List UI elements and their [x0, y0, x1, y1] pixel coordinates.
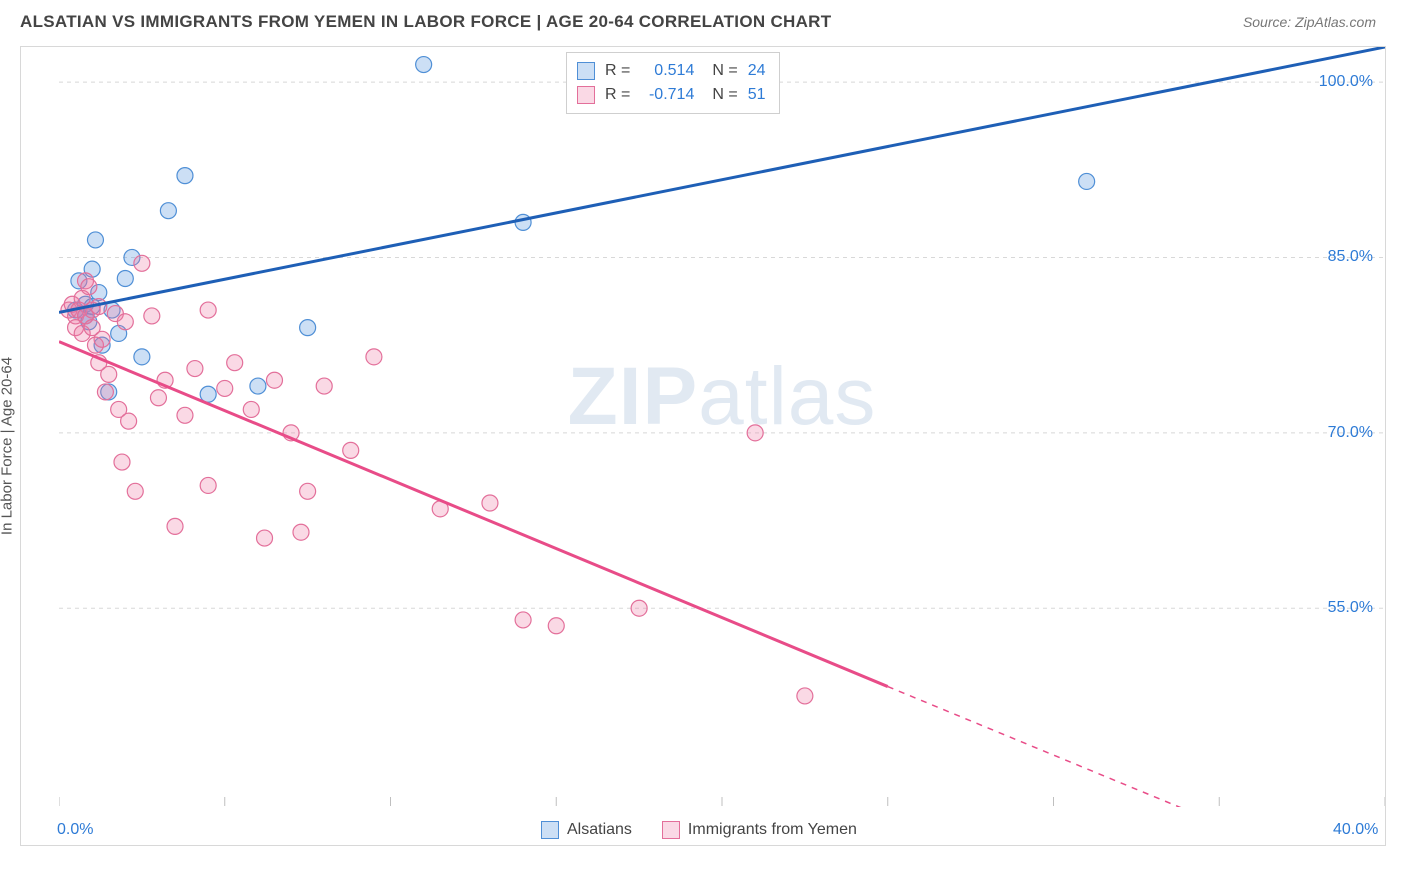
y-tick-label: 85.0% [1328, 248, 1373, 266]
y-axis-label: In Labor Force | Age 20-64 [0, 357, 16, 535]
plot-area: ZIPatlas 55.0%70.0%85.0%100.0% [59, 47, 1385, 807]
y-tick-label: 55.0% [1328, 599, 1373, 617]
swatch-yemen-bottom [662, 821, 680, 839]
header: ALSATIAN VS IMMIGRANTS FROM YEMEN IN LAB… [0, 0, 1406, 40]
y-tick-label: 70.0% [1328, 424, 1373, 442]
legend-stats: R = 0.514 N = 24 R = -0.714 N = 51 [566, 52, 780, 114]
legend-stats-row-1: R = 0.514 N = 24 [577, 59, 765, 83]
chart-container: In Labor Force | Age 20-64 ZIPatlas 55.0… [20, 46, 1386, 846]
legend-bottom: Alsatians Immigrants from Yemen [541, 821, 857, 839]
chart-title: ALSATIAN VS IMMIGRANTS FROM YEMEN IN LAB… [20, 12, 831, 32]
y-tick-label: 100.0% [1319, 73, 1373, 91]
x-tick-label: 0.0% [57, 821, 93, 839]
swatch-alsatians [577, 62, 595, 80]
legend-item-alsatians: Alsatians [541, 821, 632, 839]
swatch-yemen [577, 86, 595, 104]
scatter-plot [59, 47, 1385, 807]
legend-stats-row-2: R = -0.714 N = 51 [577, 83, 765, 107]
swatch-alsatians-bottom [541, 821, 559, 839]
legend-item-yemen: Immigrants from Yemen [662, 821, 857, 839]
source-attribution: Source: ZipAtlas.com [1243, 14, 1376, 30]
x-tick-label: 40.0% [1333, 821, 1378, 839]
